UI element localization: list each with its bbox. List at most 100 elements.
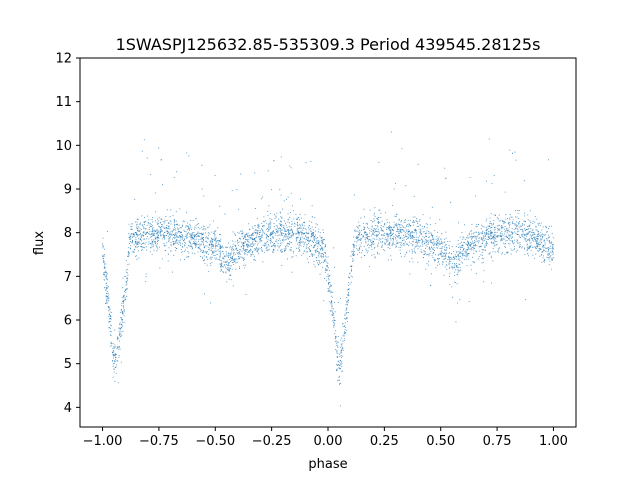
data-point bbox=[409, 250, 411, 252]
data-point bbox=[392, 204, 394, 206]
data-point bbox=[431, 241, 433, 244]
data-point bbox=[353, 254, 356, 256]
data-point bbox=[260, 247, 263, 249]
data-point bbox=[210, 243, 212, 245]
data-point bbox=[136, 240, 138, 242]
data-point bbox=[229, 265, 231, 267]
data-point bbox=[270, 189, 273, 191]
data-point bbox=[247, 232, 249, 234]
data-point bbox=[322, 231, 325, 234]
data-point bbox=[211, 253, 213, 255]
data-point bbox=[364, 238, 366, 240]
data-point bbox=[512, 219, 514, 221]
data-point bbox=[464, 241, 466, 244]
data-point bbox=[145, 238, 148, 240]
data-point bbox=[134, 241, 136, 243]
data-point bbox=[294, 225, 296, 227]
data-point bbox=[452, 296, 454, 298]
data-point bbox=[326, 261, 328, 263]
data-point bbox=[303, 250, 305, 252]
data-point bbox=[362, 234, 364, 236]
data-point bbox=[168, 225, 170, 227]
data-point bbox=[351, 281, 353, 283]
data-point bbox=[353, 236, 355, 238]
data-point bbox=[272, 233, 274, 235]
data-point bbox=[485, 228, 488, 230]
data-point bbox=[506, 252, 508, 254]
data-point bbox=[532, 222, 534, 225]
data-point bbox=[504, 233, 506, 235]
data-point bbox=[421, 238, 423, 240]
data-point bbox=[173, 237, 175, 239]
data-point bbox=[198, 240, 200, 242]
data-point bbox=[494, 229, 496, 231]
data-point bbox=[327, 262, 329, 264]
data-point bbox=[305, 248, 307, 250]
data-point bbox=[189, 233, 191, 236]
data-point bbox=[463, 241, 465, 244]
data-point bbox=[279, 188, 281, 190]
data-point bbox=[203, 251, 205, 253]
data-point bbox=[256, 249, 258, 251]
data-point bbox=[226, 260, 228, 262]
data-point bbox=[161, 184, 164, 186]
data-point bbox=[323, 239, 325, 241]
data-point bbox=[243, 237, 245, 239]
data-point bbox=[151, 219, 153, 221]
data-point bbox=[230, 252, 232, 254]
data-point bbox=[116, 347, 118, 349]
data-point bbox=[209, 262, 211, 265]
data-point bbox=[248, 235, 250, 237]
data-point bbox=[439, 258, 441, 260]
data-point bbox=[411, 237, 413, 240]
data-point bbox=[407, 237, 409, 239]
data-point bbox=[345, 326, 347, 329]
data-point bbox=[478, 250, 480, 252]
data-point bbox=[412, 237, 414, 239]
data-point bbox=[448, 268, 451, 270]
data-point bbox=[386, 221, 388, 223]
data-point bbox=[153, 235, 155, 237]
data-point bbox=[300, 228, 302, 230]
data-point bbox=[393, 235, 395, 238]
data-point bbox=[362, 229, 365, 231]
data-point bbox=[151, 242, 153, 244]
data-point bbox=[373, 214, 375, 216]
data-point bbox=[495, 226, 497, 228]
data-point bbox=[119, 329, 121, 331]
data-point bbox=[137, 218, 139, 220]
data-point bbox=[380, 227, 382, 229]
data-point bbox=[376, 236, 378, 238]
data-point bbox=[256, 250, 258, 253]
data-point bbox=[340, 355, 342, 357]
data-point bbox=[244, 249, 246, 251]
data-point bbox=[213, 244, 215, 246]
data-point bbox=[102, 237, 104, 239]
data-point bbox=[181, 243, 183, 245]
data-point bbox=[551, 225, 553, 227]
data-point bbox=[250, 253, 252, 255]
data-point bbox=[545, 225, 547, 228]
data-point bbox=[116, 364, 118, 366]
data-point bbox=[179, 232, 181, 234]
data-point bbox=[465, 243, 467, 245]
data-point bbox=[480, 254, 482, 256]
data-point bbox=[290, 192, 292, 194]
data-point bbox=[430, 241, 432, 243]
data-point bbox=[193, 238, 195, 240]
data-point bbox=[281, 234, 284, 236]
data-point bbox=[496, 243, 498, 245]
data-point bbox=[509, 231, 511, 233]
data-point bbox=[269, 234, 271, 236]
data-point bbox=[110, 341, 112, 343]
data-point bbox=[123, 299, 125, 301]
data-point bbox=[111, 344, 113, 346]
data-point bbox=[246, 238, 248, 241]
data-point bbox=[156, 250, 158, 252]
data-point bbox=[143, 232, 145, 234]
data-point bbox=[146, 224, 148, 226]
data-point bbox=[426, 240, 428, 242]
data-point bbox=[188, 227, 190, 229]
data-point bbox=[106, 302, 108, 304]
data-point bbox=[245, 293, 247, 295]
